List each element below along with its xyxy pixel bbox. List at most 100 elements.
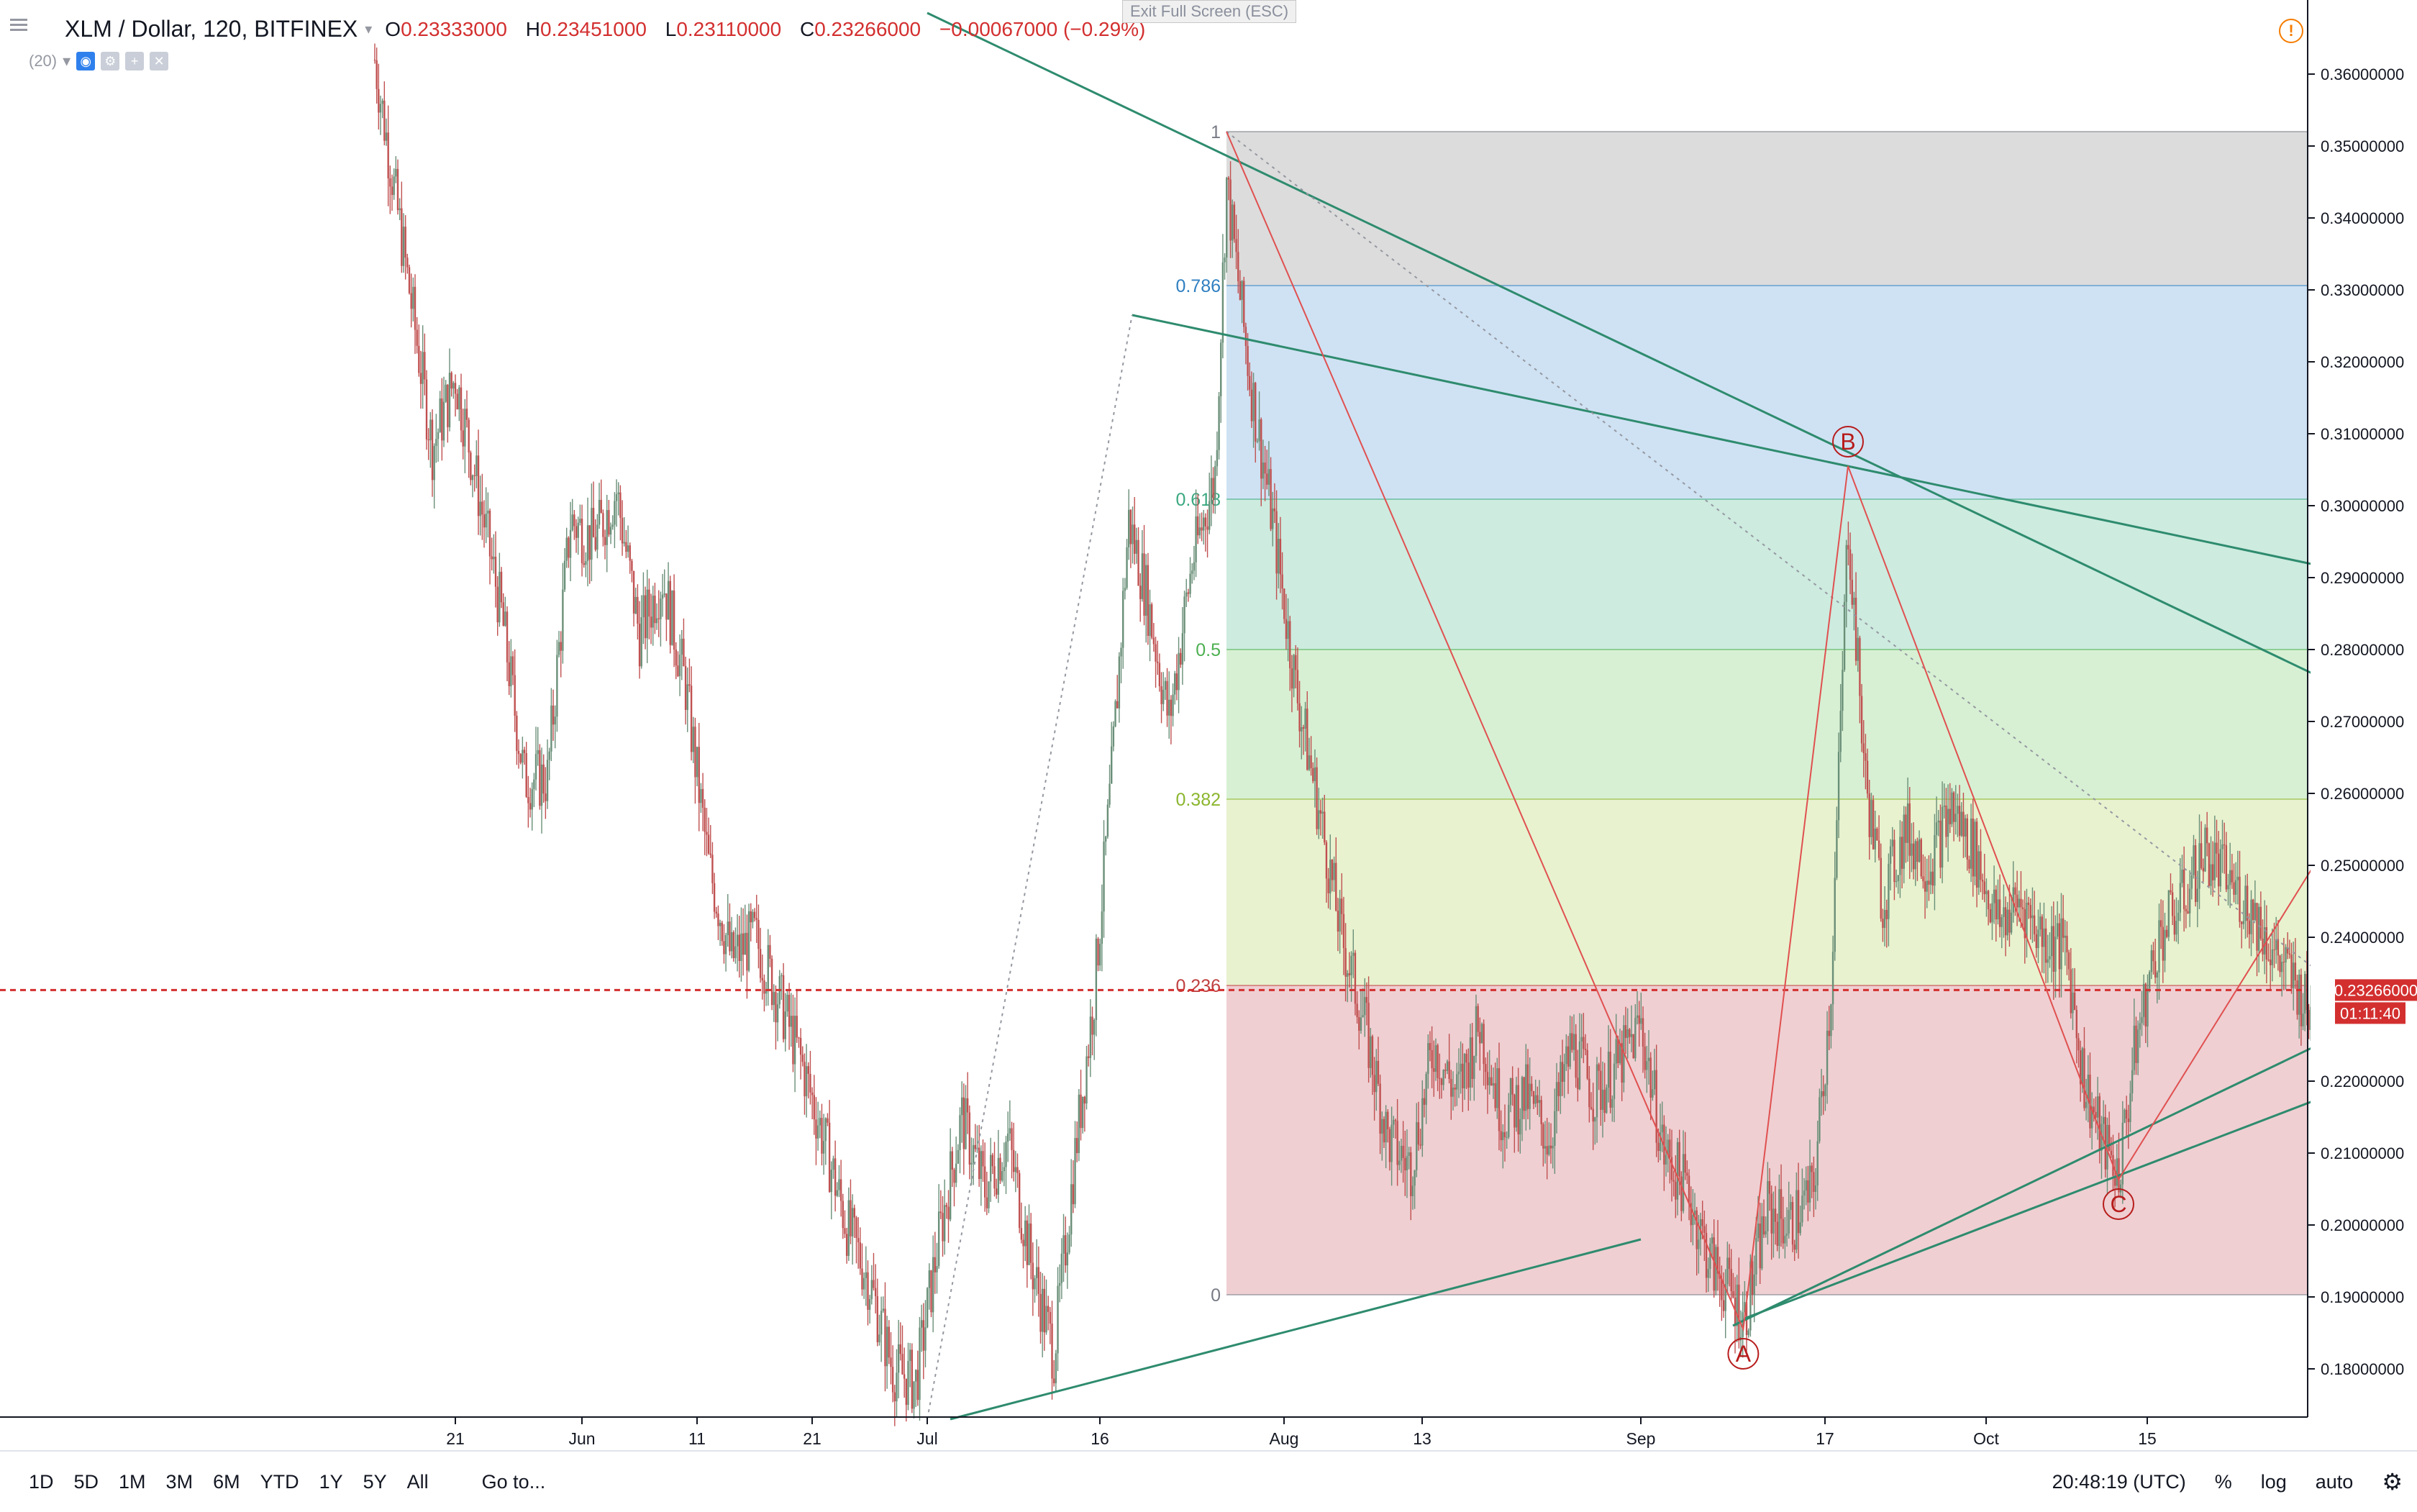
candle-body	[2158, 920, 2160, 973]
candle-body	[2125, 1109, 2128, 1119]
chevron-down-icon[interactable]: ▾	[365, 22, 373, 37]
candle-body	[470, 452, 472, 481]
time-axis[interactable]: 21 Jun 11 21 Jul 16 Aug 13 Sep 17 Oct 15	[0, 1416, 2308, 1448]
timeframe-1y[interactable]: 1Y	[319, 1470, 343, 1493]
candle-body	[953, 1170, 955, 1183]
candle-body	[1517, 1085, 1519, 1135]
candle-body	[2304, 973, 2306, 1014]
candle-body	[1534, 1095, 1537, 1104]
candle-body	[1440, 1078, 1443, 1085]
alert-icon[interactable]: !	[2279, 19, 2303, 43]
candle-body	[571, 514, 573, 530]
candle-body	[1289, 621, 1291, 669]
percent-scale-toggle[interactable]: %	[2214, 1470, 2232, 1493]
candle-body	[2014, 887, 2016, 895]
candle-body	[1532, 1090, 1535, 1104]
candle-body	[1761, 1216, 1763, 1269]
candle-body	[2089, 1075, 2091, 1129]
candle-body	[1678, 1142, 1680, 1177]
log-scale-toggle[interactable]: log	[2260, 1470, 2287, 1493]
exit-fullscreen-button[interactable]: Exit Full Screen (ESC)	[1122, 0, 1297, 23]
candle-body	[1755, 1238, 1757, 1275]
candle-body	[2210, 864, 2212, 886]
candle-body	[2242, 921, 2245, 924]
goto-date-button[interactable]: Go to...	[481, 1470, 546, 1493]
candle-body	[454, 383, 457, 394]
candle-body	[1155, 644, 1157, 662]
settings-gear-icon[interactable]: ⚙	[2382, 1469, 2403, 1495]
timeframe-3m[interactable]: 3M	[165, 1470, 194, 1493]
candle-body	[1985, 891, 1988, 895]
candle-body	[1296, 670, 1299, 703]
ohlc-close-value: 0.23266000	[814, 17, 921, 40]
candle-body	[1880, 857, 1882, 919]
eye-icon[interactable]: ◉	[76, 52, 96, 70]
candle-body	[1672, 1180, 1675, 1182]
candle-body	[2269, 960, 2272, 965]
candle-body	[692, 727, 694, 752]
candle-body	[1009, 1128, 1011, 1134]
candle-body	[594, 537, 596, 550]
candle-body	[1394, 1120, 1397, 1121]
candle-body	[375, 60, 378, 89]
candle-body	[1362, 1015, 1364, 1018]
candle-body	[592, 508, 595, 537]
candle-body	[399, 208, 401, 211]
candle-body	[511, 656, 514, 675]
candle-body	[784, 1011, 786, 1039]
candle-body	[1120, 647, 1122, 657]
abcde-pattern[interactable]: ABCDE	[1226, 131, 2417, 1370]
candle-body	[1768, 1180, 1771, 1194]
close-icon[interactable]: ✕	[150, 52, 169, 70]
add-icon[interactable]: +	[125, 52, 145, 70]
candle-body	[554, 716, 556, 725]
candle-body	[750, 911, 752, 923]
candle-body	[2108, 1124, 2111, 1151]
candle-body	[615, 494, 618, 501]
timeframe-all[interactable]: All	[406, 1470, 429, 1493]
bottom-toolbar: 1D 5D 1M 3M 6M YTD 1Y 5Y All Go to... 20…	[0, 1450, 2417, 1512]
candle-body	[1183, 596, 1185, 634]
symbol-title[interactable]: XLM / Dollar, 120, BITFINEX	[65, 16, 358, 42]
timeframe-1m[interactable]: 1M	[119, 1470, 146, 1493]
candle-body	[1387, 1111, 1389, 1129]
candle-body	[568, 537, 570, 558]
candle-body	[844, 1228, 846, 1234]
timeframe-1d[interactable]: 1D	[29, 1470, 54, 1493]
candle-body	[646, 589, 648, 639]
indicator-label[interactable]: (20)	[29, 52, 58, 70]
countdown-tag-label: 01:11:40	[2340, 1004, 2400, 1022]
candle-body	[1306, 709, 1308, 770]
candle-body	[1813, 1172, 1815, 1193]
price-axis[interactable]: 0.36000000 0.35000000 0.34000000 0.33000000…	[2307, 0, 2417, 1450]
candle-body	[1845, 545, 1847, 602]
candle-body	[1603, 1089, 1606, 1113]
candle-body	[2044, 928, 2047, 963]
candle-body	[1462, 1063, 1464, 1089]
candle-body	[930, 1270, 932, 1313]
candle-body	[611, 524, 614, 527]
timeframe-6m[interactable]: 6M	[213, 1470, 240, 1493]
candle-body	[2100, 1124, 2103, 1151]
candle-body	[1882, 919, 1884, 928]
candle-body	[1883, 910, 1886, 928]
hamburger-menu-icon[interactable]	[9, 14, 30, 36]
candle-body	[468, 419, 470, 453]
auto-scale-toggle[interactable]: auto	[2315, 1470, 2354, 1493]
candle-body	[1968, 860, 1970, 869]
chevron-down-icon[interactable]: ▾	[63, 52, 71, 70]
timeframe-ytd[interactable]: YTD	[260, 1470, 299, 1493]
candle-body	[1749, 1261, 1752, 1331]
candle-body	[1344, 947, 1347, 977]
utc-clock[interactable]: 20:48:19 (UTC)	[2052, 1470, 2186, 1493]
candle-body	[1258, 419, 1260, 442]
candle-body	[2133, 1025, 2136, 1070]
candle-body	[395, 168, 397, 177]
timeframe-5d[interactable]: 5D	[73, 1470, 99, 1493]
candle-body	[1590, 1107, 1593, 1109]
pattern-point-circle	[2103, 1188, 2134, 1220]
timeframe-5y[interactable]: 5Y	[363, 1470, 387, 1493]
candle-body	[1974, 821, 1976, 877]
settings-icon[interactable]: ⚙	[101, 52, 120, 70]
